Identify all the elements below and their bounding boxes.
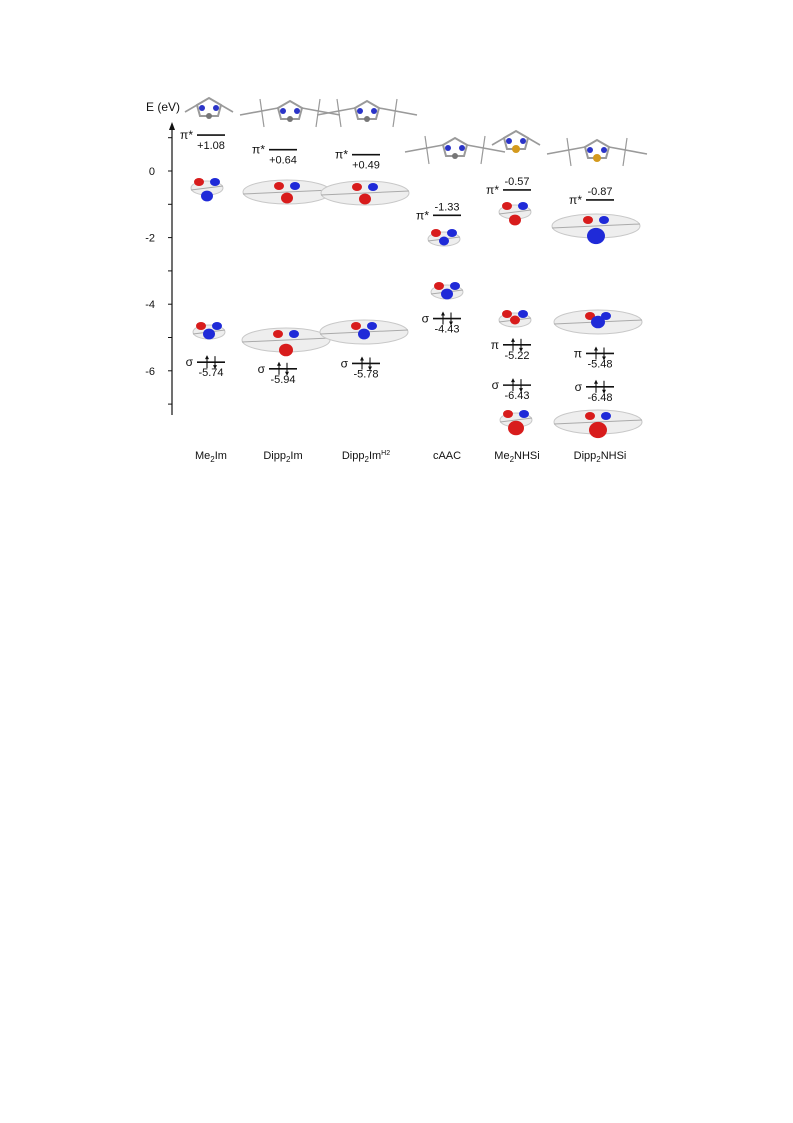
orbital-isosurface xyxy=(192,322,226,340)
level-value: -6.43 xyxy=(504,390,529,402)
energy-level: π -5.22 xyxy=(491,337,531,362)
orbital-isosurface xyxy=(498,202,532,226)
spin-up-arrowhead xyxy=(511,337,515,342)
y-tick-label: -2 xyxy=(145,233,155,245)
orbital-symbol: π xyxy=(574,346,582,360)
orbital-symbol: π* xyxy=(569,193,582,207)
orbital-isosurface xyxy=(499,410,533,436)
compound-label: Me2NHSi xyxy=(494,450,539,464)
level-value: -0.57 xyxy=(504,176,529,188)
level-value: -5.94 xyxy=(270,374,295,386)
level-value: +0.64 xyxy=(269,155,297,167)
orbital-symbol: σ xyxy=(186,355,194,369)
compound-labels: Me2Im Dipp2Im Dipp2ImH2 cAAC Me2NHSi Dipp2NHS… xyxy=(195,450,626,464)
orbital-symbol: σ xyxy=(258,362,266,376)
compound-label: Me2Im xyxy=(195,450,227,464)
spin-down-arrowhead xyxy=(285,371,289,376)
y-tick-label: -4 xyxy=(145,299,155,311)
molecule-illustrations xyxy=(184,96,648,439)
orbital-symbol: π* xyxy=(180,128,193,142)
y-axis-arrowhead xyxy=(169,122,175,130)
orbital-isosurface xyxy=(553,309,643,335)
orbital-isosurface xyxy=(551,213,641,245)
spin-down-arrowhead xyxy=(213,365,217,370)
molecule-structure xyxy=(404,135,506,165)
spin-up-arrowhead xyxy=(360,356,364,361)
level-value: -5.22 xyxy=(504,350,529,362)
energy-axis: E (eV) 0 -2 -4 -6 xyxy=(145,100,180,415)
compound-label: Dipp2NHSi xyxy=(574,450,627,464)
spin-up-arrowhead xyxy=(511,378,515,383)
y-tick-label: 0 xyxy=(149,166,155,178)
energy-level: σ -5.94 xyxy=(258,361,297,386)
level-value: +0.49 xyxy=(352,160,380,172)
energy-level: π* +1.08 xyxy=(180,128,225,152)
molecule-structure xyxy=(184,96,234,119)
spin-down-arrowhead xyxy=(602,356,606,361)
orbital-isosurface xyxy=(553,409,643,439)
energy-level: σ -6.43 xyxy=(492,378,531,402)
spin-up-arrowhead xyxy=(205,355,209,360)
orbital-isosurface xyxy=(190,178,224,202)
energy-level: σ -4.43 xyxy=(422,311,461,336)
spin-up-arrowhead xyxy=(594,346,598,351)
energy-level: π* +0.64 xyxy=(252,143,297,167)
energy-level: π -5.48 xyxy=(574,346,614,370)
molecule-structure xyxy=(239,98,341,128)
molecule-structure xyxy=(546,137,648,167)
level-value: -6.48 xyxy=(587,392,612,404)
energy-level: π* -0.87 xyxy=(569,186,614,207)
spin-up-arrowhead xyxy=(277,361,281,366)
y-tick-label: -6 xyxy=(145,366,155,378)
compound-label: Dipp2ImH2 xyxy=(342,450,390,464)
orbital-symbol: σ xyxy=(422,312,430,326)
orbital-isosurface xyxy=(498,310,532,328)
level-value: +1.08 xyxy=(197,140,225,152)
molecule-structure xyxy=(316,98,418,128)
level-value: -5.78 xyxy=(353,368,378,380)
energy-level: σ -5.78 xyxy=(341,356,380,380)
spin-down-arrowhead xyxy=(368,366,372,371)
orbital-isosurface xyxy=(427,229,461,247)
energy-level: σ -6.48 xyxy=(575,379,614,404)
orbital-symbol: σ xyxy=(575,380,583,394)
compound-label: Dipp2Im xyxy=(263,450,302,464)
energy-level: π* +0.49 xyxy=(335,148,380,172)
orbital-symbol: π* xyxy=(486,183,499,197)
orbital-symbol: π* xyxy=(335,148,348,162)
spin-down-arrowhead xyxy=(519,388,523,393)
level-value: -5.74 xyxy=(198,367,223,379)
orbital-symbol: π* xyxy=(416,208,429,222)
y-axis-label: E (eV) xyxy=(146,100,180,114)
spin-down-arrowhead xyxy=(449,321,453,326)
orbital-symbol: π xyxy=(491,338,499,352)
orbital-isosurface xyxy=(320,180,410,206)
compound-label: cAAC xyxy=(433,450,461,462)
orbital-isosurface xyxy=(319,319,409,345)
orbital-levels: π* +1.08 σ -5.74 π* +0.64 σ -5.94 π* +0.49 σ -5.78 π… xyxy=(180,128,614,404)
orbital-isosurface xyxy=(430,282,464,300)
orbital-symbol: π* xyxy=(252,143,265,157)
level-value: -4.43 xyxy=(434,324,459,336)
molecule-structure xyxy=(491,129,541,153)
level-value: -0.87 xyxy=(587,186,612,198)
orbital-isosurface xyxy=(241,327,331,357)
energy-level: σ -5.74 xyxy=(186,355,225,379)
energy-level: π* -0.57 xyxy=(486,176,531,197)
energy-level: π* -1.33 xyxy=(416,201,461,222)
orbital-symbol: σ xyxy=(341,356,349,370)
spin-down-arrowhead xyxy=(602,389,606,394)
orbital-isosurface xyxy=(242,179,332,205)
spin-down-arrowhead xyxy=(519,347,523,352)
spin-up-arrowhead xyxy=(441,311,445,316)
level-value: -5.48 xyxy=(587,358,612,370)
spin-up-arrowhead xyxy=(594,379,598,384)
level-value: -1.33 xyxy=(434,201,459,213)
orbital-symbol: σ xyxy=(492,378,500,392)
